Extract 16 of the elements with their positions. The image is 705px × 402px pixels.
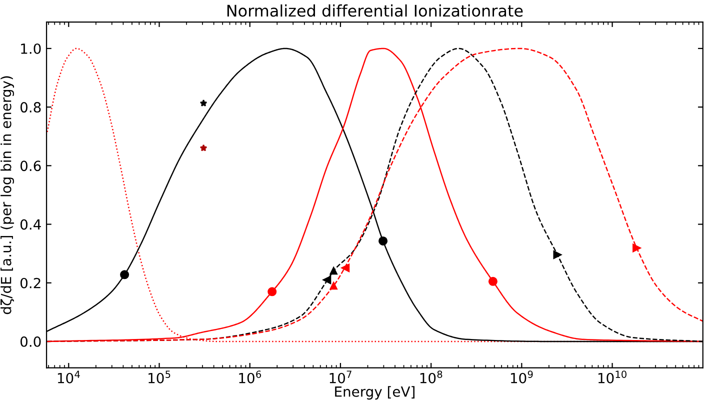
x-tick-label: 10$^{9}$	[510, 370, 533, 384]
y-tick-label: 0.0	[20, 336, 41, 347]
y-tick-label: 0.2	[20, 278, 40, 288]
x-tick-label: 10$^{7}$	[330, 370, 352, 384]
x-axis-title: Energy [eV]	[335, 386, 414, 400]
y-tick-label: 0.4	[20, 219, 41, 230]
x-tick-label: 10$^{4}$	[58, 370, 80, 384]
y-tick-label: 1.0	[21, 43, 41, 54]
x-tick-label: 10$^{10}$	[598, 370, 626, 384]
chart-title: Normalized differential Ionizationrate	[227, 4, 523, 17]
x-tick-label: 10$^{8}$	[420, 370, 442, 384]
y-axis-title: dζ/dE [a.u.] (per log bin in energy)	[0, 76, 14, 314]
x-tick-label: 10$^{6}$	[239, 370, 262, 384]
y-tick-label: 0.8	[20, 102, 41, 113]
y-tick-label: 0.6	[20, 160, 41, 172]
x-tick-label: 10$^{5}$	[148, 370, 170, 384]
